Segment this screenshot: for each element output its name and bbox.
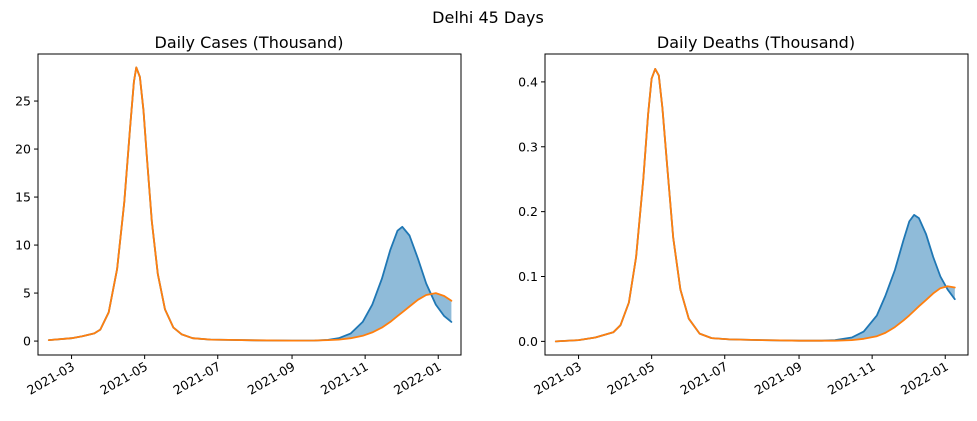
cases-series-orange-line [47, 66, 453, 342]
deaths-y-tick-label: 0.3 [518, 139, 538, 154]
cases-y-tick-label: 10 [15, 238, 31, 253]
deaths-y-tick-label: 0.4 [518, 74, 538, 89]
deaths-axes-frame [544, 53, 969, 356]
deaths-series-orange-line [554, 68, 956, 343]
cases-axes-frame [37, 53, 462, 356]
cases-y-tick-label: 20 [15, 142, 31, 157]
cases-y-tick-label: 0 [23, 334, 31, 349]
deaths-chart-title: Daily Deaths (Thousand) [657, 33, 855, 52]
cases-y-tick-label: 15 [15, 190, 31, 205]
deaths-y-tick-label: 0.1 [518, 269, 538, 284]
cases-y-tick-label: 25 [15, 94, 31, 109]
deaths-y-tick-label: 0.2 [518, 204, 538, 219]
deaths-y-tick-label: 0.0 [518, 334, 538, 349]
cases-y-tick-label: 5 [23, 286, 31, 301]
figure-suptitle: Delhi 45 Days [432, 8, 544, 27]
cases-chart-title: Daily Cases (Thousand) [155, 33, 344, 52]
